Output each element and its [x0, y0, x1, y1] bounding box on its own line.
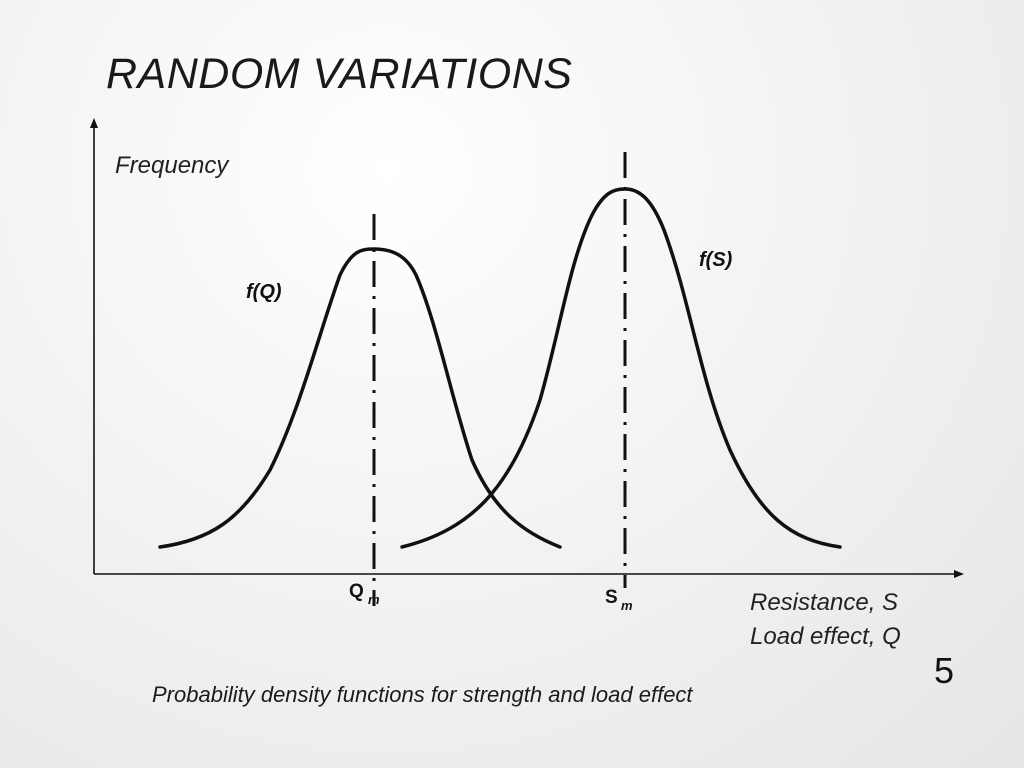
y-axis-arrow: [90, 118, 98, 128]
load-effect-mean-subscript: m: [368, 592, 380, 607]
load-effect-curve: [158, 247, 562, 549]
load-effect-mean-label: Q: [349, 581, 364, 602]
y-axis-label: Frequency: [115, 152, 230, 179]
x-axis-label-resistance: Resistance, S: [750, 589, 898, 616]
resistance-curve: [400, 187, 842, 549]
slide-number: 5: [934, 650, 955, 691]
slide-title: RANDOM VARIATIONS: [106, 50, 573, 98]
figure-caption: Probability density functions for streng…: [152, 682, 693, 707]
x-axis-arrow: [954, 570, 964, 578]
load-effect-curve-label: f(Q): [246, 281, 282, 303]
resistance-curve-label: f(S): [699, 249, 733, 271]
resistance-mean-subscript: m: [621, 598, 633, 613]
x-axis-label-load-effect: Load effect, Q: [750, 623, 901, 650]
resistance-mean-label: S: [605, 587, 618, 608]
